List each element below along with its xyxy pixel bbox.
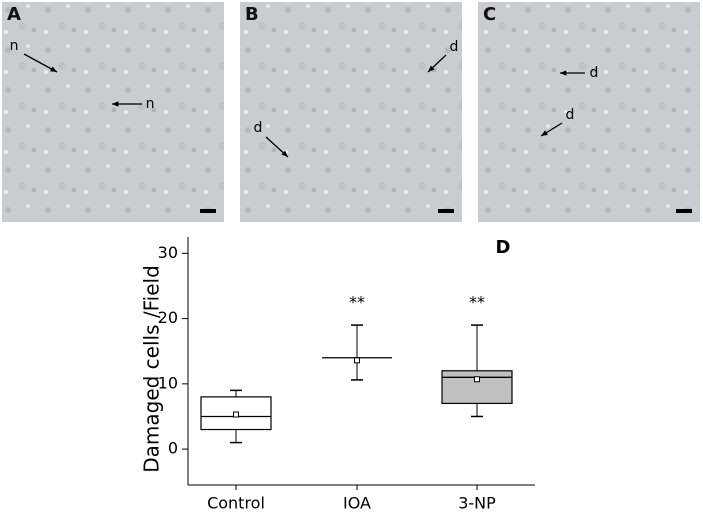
arrow-head — [428, 65, 435, 72]
annotation-label: d — [590, 65, 599, 81]
panel-label: C — [483, 4, 496, 25]
box — [441, 370, 513, 405]
micrograph — [478, 2, 700, 222]
arrow-head — [541, 130, 548, 136]
mean — [354, 357, 360, 364]
panel-label: A — [7, 4, 21, 25]
y-tick-label: 10 — [158, 373, 178, 392]
arrow-head — [560, 70, 567, 76]
scale-bar — [676, 209, 692, 213]
significance: ** — [349, 293, 365, 312]
scale-bar — [200, 209, 216, 213]
scale-bar — [438, 209, 454, 213]
mean — [474, 376, 480, 383]
x-tick-label: IOA — [343, 494, 371, 513]
arrow-head — [50, 66, 57, 72]
micrograph — [2, 2, 224, 222]
arrow-head — [112, 101, 119, 107]
y-tick-label: 30 — [158, 243, 178, 262]
x-tick-label: 3-NP — [458, 494, 496, 513]
annotation-label: d — [254, 120, 263, 136]
micrograph — [240, 2, 462, 222]
annotation-label: n — [10, 38, 19, 54]
x-tick-label: Control — [207, 494, 265, 513]
arrow-head — [281, 150, 288, 157]
mean — [233, 411, 239, 418]
y-tick-label: 0 — [168, 439, 178, 458]
significance: ** — [469, 293, 485, 312]
panel-label: B — [245, 4, 259, 25]
panel-label: D — [496, 237, 511, 258]
annotation-label: d — [450, 39, 459, 55]
annotation-label: n — [146, 96, 155, 112]
y-axis-label: Damaged cells /Field — [140, 265, 164, 473]
annotation-label: d — [566, 107, 575, 123]
y-tick-label: 20 — [158, 308, 178, 327]
